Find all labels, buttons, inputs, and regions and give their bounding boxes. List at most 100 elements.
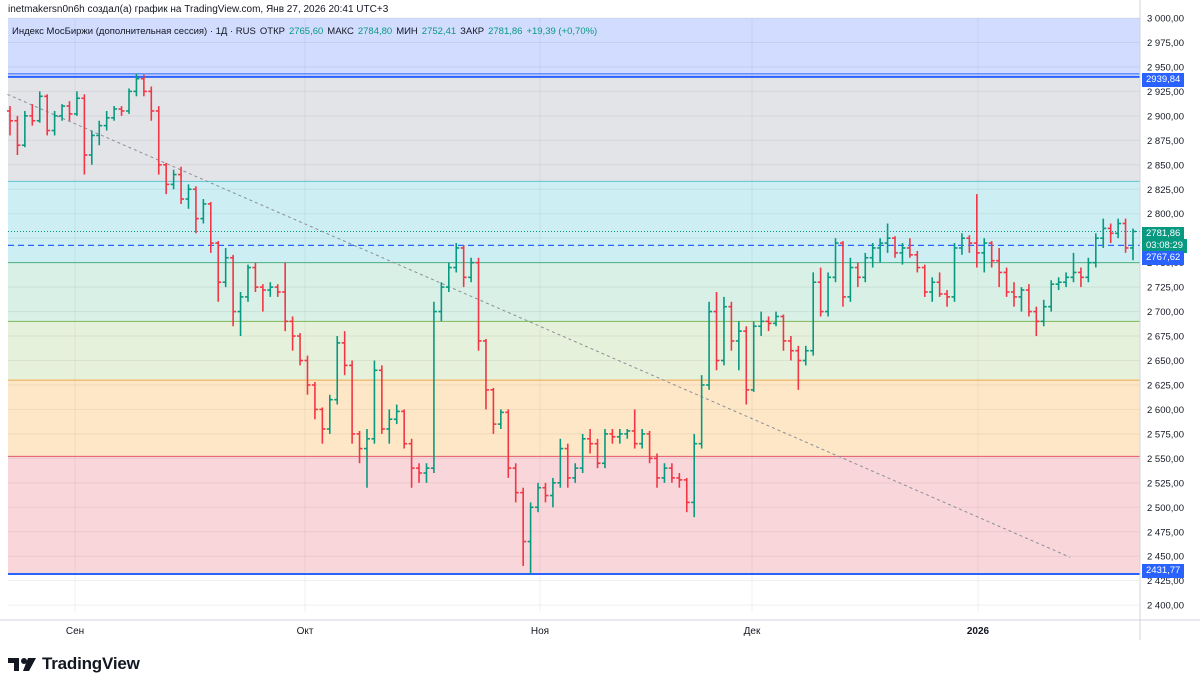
ohlc-bar: [7, 106, 13, 136]
ohlc-bar: [639, 429, 646, 449]
y-tick-label: 2 625,00: [1147, 380, 1184, 391]
ohlc-bar: [36, 91, 43, 123]
ohlc-bar: [453, 243, 460, 273]
zone-1: [8, 76, 1140, 182]
ohlc-bar: [936, 272, 943, 297]
ohlc-bar: [111, 106, 118, 121]
ohlc-bar: [616, 429, 623, 444]
ohlc-bar: [96, 120, 103, 146]
ohlc-bar: [817, 267, 824, 317]
ohlc-bar: [720, 296, 727, 366]
trendline: [7, 93, 1071, 558]
zone-2: [8, 181, 1140, 263]
tradingview-logo[interactable]: TradingView: [8, 654, 140, 674]
zone-3: [8, 262, 1140, 322]
y-tick-label: 2 825,00: [1147, 185, 1184, 196]
y-tick-label: 2 500,00: [1147, 503, 1184, 514]
y-tick-label: 2 925,00: [1147, 87, 1184, 98]
change-value: +19,39 (+0,70%): [526, 26, 598, 37]
ohlc-bar: [624, 429, 631, 439]
ohlc-bar: [973, 194, 980, 268]
ohlc-bar: [178, 166, 185, 204]
ohlc-bar: [512, 463, 519, 503]
ohlc-bar: [267, 282, 274, 297]
ohlc-bar: [929, 277, 936, 302]
ohlc-bar: [349, 360, 356, 444]
ohlc-bar: [773, 311, 780, 327]
ohlc-bar: [59, 104, 66, 121]
ohlc-bar: [81, 94, 88, 175]
zone-0: [8, 18, 1140, 77]
ohlc-bar: [125, 88, 132, 114]
ohlc-bar: [1011, 282, 1018, 307]
level-price-badge-top: 2939,84: [1142, 73, 1185, 87]
ohlc-bar: [750, 321, 757, 392]
x-tick-label: Окт: [297, 626, 314, 637]
ohlc-bar: [401, 409, 408, 449]
ohlc-bar: [468, 257, 475, 283]
y-tick-label: 2 450,00: [1147, 552, 1184, 563]
ohlc-bar: [899, 243, 906, 265]
y-tick-label: 2 975,00: [1147, 38, 1184, 49]
price-chart[interactable]: 2 400,00 2 425,00 2 450,00 2 475,00 2 500,00…: [0, 0, 1200, 650]
ohlc-bar: [103, 110, 110, 131]
ohlc-bar: [378, 365, 385, 434]
ohlc-bar: [646, 430, 653, 464]
y-tick-label: 2 675,00: [1147, 332, 1184, 343]
open-label: ОТКР: [259, 26, 285, 37]
trendline: [7, 93, 1071, 558]
ohlc-bar: [743, 326, 750, 405]
ohlc-bar: [1055, 277, 1062, 291]
ohlc-bar: [832, 238, 839, 283]
ohlc-bar: [252, 262, 259, 293]
ohlc-bar: [319, 407, 326, 444]
high-value: 2784,80: [357, 26, 393, 37]
support-resistance-zones: [8, 18, 1140, 575]
y-tick-label: 2 950,00: [1147, 62, 1184, 73]
ohlc-bar: [683, 477, 690, 513]
ohlc-bar: [289, 316, 296, 351]
ohlc-bar: [825, 272, 832, 317]
ohlc-bar: [297, 333, 304, 366]
y-tick-label: 2 900,00: [1147, 111, 1184, 122]
ohlc-bar: [557, 438, 564, 488]
ohlc-bar: [1122, 218, 1129, 253]
ohlc-bar: [862, 252, 869, 283]
ohlc-bar: [133, 73, 140, 97]
x-tick-label: 2026: [967, 626, 990, 637]
ohlc-bar: [988, 241, 995, 268]
ohlc-bar: [341, 331, 348, 376]
ohlc-bar: [1130, 228, 1136, 261]
y-tick-label: 2 800,00: [1147, 209, 1184, 220]
ohlc-bar: [981, 238, 988, 273]
ohlc-bar: [884, 223, 891, 253]
ohlc-bar: [691, 433, 698, 518]
ohlc-bar: [758, 311, 765, 337]
ohlc-bar: [423, 463, 430, 483]
ohlc-bar: [207, 201, 214, 253]
y-tick-label: 2 600,00: [1147, 405, 1184, 416]
ohlc-bar: [438, 282, 445, 322]
ohlc-bar: [185, 184, 192, 209]
ohlc-bar: [906, 238, 913, 258]
close-label: ЗАКР: [460, 26, 485, 37]
ohlc-bar: [549, 477, 556, 508]
ohlc-bar: [237, 292, 244, 337]
ohlc-bar: [713, 292, 720, 371]
tradingview-logo-icon: [8, 658, 36, 671]
ohlc-bar: [1115, 218, 1122, 239]
ohlc-bar: [520, 487, 527, 567]
ohlc-bar: [966, 235, 973, 253]
ohlc-bar: [1063, 272, 1070, 288]
ohlc-bar: [542, 482, 549, 503]
ohlc-bar: [334, 336, 341, 405]
ohlc-bar: [1018, 287, 1025, 312]
y-tick-label: 2 650,00: [1147, 356, 1184, 367]
ohlc-bar: [244, 264, 251, 302]
close-value: 2781,86: [488, 26, 523, 37]
ohlc-bar: [944, 290, 951, 307]
level-price-badge-mid: 2767,62: [1142, 251, 1185, 265]
tradingview-logo-text: TradingView: [42, 654, 140, 673]
ohlc-bar: [170, 169, 177, 190]
ohlc-bar: [594, 438, 601, 469]
